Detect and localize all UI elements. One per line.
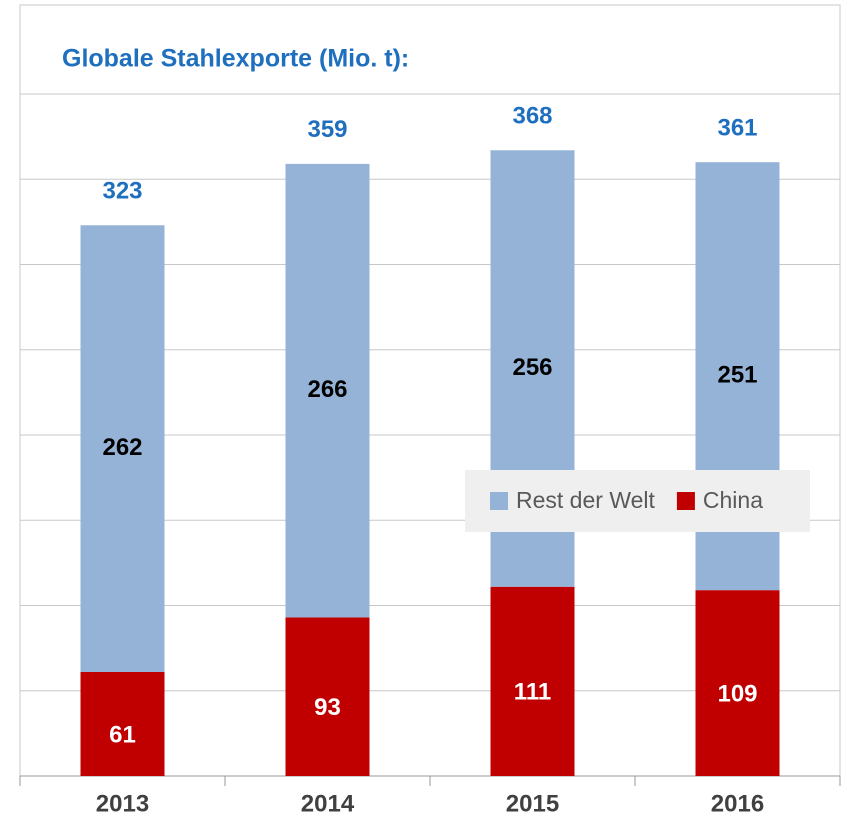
bar-segment [490, 586, 575, 776]
segment-label: 109 [717, 680, 757, 707]
segment-label: 251 [717, 362, 757, 389]
segment-label: 93 [314, 694, 341, 721]
bar-segment [285, 163, 370, 618]
total-label: 361 [717, 115, 757, 142]
segment-label: 266 [307, 376, 347, 403]
total-label: 359 [307, 116, 347, 143]
segment-label: 262 [102, 434, 142, 461]
legend-label: China [703, 487, 763, 513]
segment-label: 61 [109, 721, 136, 748]
chart-title: Globale Stahlexporte (Mio. t): [62, 45, 409, 73]
x-tick-label: 2016 [711, 790, 764, 817]
total-label: 323 [102, 178, 142, 205]
legend-swatch [490, 492, 508, 510]
bar-segment [80, 671, 165, 776]
legend-swatch [676, 492, 695, 510]
segment-label: 111 [514, 679, 551, 706]
total-label: 368 [512, 103, 552, 130]
legend-label: Rest der Welt [516, 487, 656, 513]
x-tick-label: 2015 [506, 790, 559, 817]
bar-segment [695, 590, 780, 776]
bar-segment [80, 225, 165, 672]
legend-box [465, 470, 810, 532]
segment-label: 256 [512, 354, 552, 381]
x-tick-label: 2013 [96, 790, 149, 817]
bar-segment [285, 617, 370, 776]
x-tick-label: 2014 [301, 790, 355, 817]
